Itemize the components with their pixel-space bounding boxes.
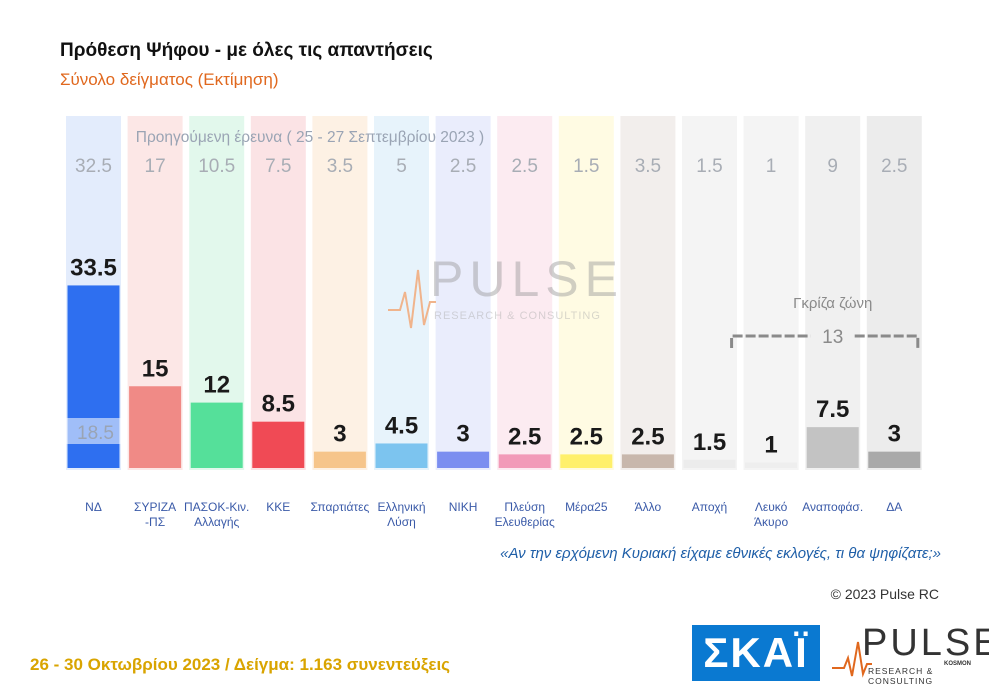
previous-value-9: 3.5 xyxy=(635,156,661,177)
category-label-2-1: Αλλαγής xyxy=(194,515,239,529)
category-label-3-0: ΚΚΕ xyxy=(266,500,290,514)
column-bg-9 xyxy=(620,116,676,470)
bar-8 xyxy=(560,454,613,468)
value-label-10: 1.5 xyxy=(693,429,726,456)
chart-subtitle: Σύνολο δείγματος (Εκτίμηση) xyxy=(60,70,279,89)
category-label-11-0: Λευκό xyxy=(755,500,788,514)
category-label-9-0: Άλλο xyxy=(635,500,662,514)
chart-title: Πρόθεση Ψήφου - με όλες τις απαντήσεις xyxy=(60,40,433,61)
inner-label-bg xyxy=(65,418,122,444)
value-label-11: 1 xyxy=(764,432,777,459)
grey-zone-bracket-left xyxy=(730,334,811,348)
previous-value-4: 3.5 xyxy=(327,156,353,177)
watermark-word: PULSE xyxy=(430,251,624,307)
category-label-2-0: ΠΑΣΟΚ-Κιν. xyxy=(184,500,249,514)
category-label-1-1: -ΠΣ xyxy=(145,515,165,529)
value-label-8: 2.5 xyxy=(570,423,603,450)
bar-6 xyxy=(437,451,490,468)
column-bg-12 xyxy=(805,116,861,470)
watermark-sub: RESEARCH & CONSULTING xyxy=(434,310,601,322)
category-label-0-0: ΝΔ xyxy=(85,500,102,514)
previous-value-2: 10.5 xyxy=(198,156,235,177)
pulse-logo: PULSE KOSMON RESEARCH & CONSULTING xyxy=(832,622,989,686)
value-label-0: 33.5 xyxy=(70,254,117,281)
category-label-12-0: Αναποφάσ. xyxy=(802,500,863,514)
column-bg-4 xyxy=(312,116,368,470)
column-bg-6 xyxy=(435,116,491,470)
value-label-2: 12 xyxy=(203,372,230,399)
pulse-heartbeat-icon xyxy=(832,641,872,678)
previous-value-7: 2.5 xyxy=(511,156,537,177)
previous-value-3: 7.5 xyxy=(265,156,291,177)
skai-logo: ΣΚΑΪ xyxy=(692,625,820,681)
column-bg-10 xyxy=(682,116,737,470)
survey-question: «Αν την ερχόμενη Κυριακή είχαμε εθνικές … xyxy=(500,545,941,562)
category-label-7-1: Ελευθερίας xyxy=(495,515,555,529)
grey-zone-label: Γκρίζα ζώνη xyxy=(793,295,872,312)
previous-value-12: 9 xyxy=(827,156,838,177)
previous-value-8: 1.5 xyxy=(573,156,599,177)
grey-zone-value: 13 xyxy=(822,327,843,348)
column-bg-11 xyxy=(743,116,799,470)
value-label-13: 3 xyxy=(888,421,901,448)
pulse-logo-word: PULSE xyxy=(862,622,989,664)
value-label-9: 2.5 xyxy=(631,423,664,450)
vote-intention-chart: Προηγούμενη έρευνα ( 25 - 27 Σεπτεμβρίου… xyxy=(65,116,922,529)
copyright-note: © 2023 Pulse RC xyxy=(830,586,939,602)
inner-label: 18.5 xyxy=(77,423,114,444)
value-label-5: 4.5 xyxy=(385,412,418,439)
value-label-7: 2.5 xyxy=(508,423,541,450)
bar-12 xyxy=(806,427,859,468)
bar-11 xyxy=(745,462,798,468)
pulse-logo-kosmon: KOSMON xyxy=(944,661,971,667)
bar-10 xyxy=(683,459,736,468)
column-bg-3 xyxy=(250,116,306,470)
column-bg-7 xyxy=(497,116,553,470)
category-label-11-1: Άκυρο xyxy=(754,515,788,529)
previous-value-10: 1.5 xyxy=(696,156,722,177)
bar-2 xyxy=(190,402,243,468)
pulse-logo-sub: RESEARCH & CONSULTING xyxy=(868,666,934,686)
category-label-5-1: Λύση xyxy=(387,515,416,529)
value-label-6: 3 xyxy=(456,421,469,448)
bar-13 xyxy=(868,451,921,468)
column-bg-8 xyxy=(558,116,614,470)
previous-value-6: 2.5 xyxy=(450,156,476,177)
bar-1 xyxy=(129,386,182,468)
watermark-heartbeat-icon xyxy=(388,269,436,329)
category-label-1-0: ΣΥΡΙΖΑ xyxy=(134,500,176,514)
bar-7 xyxy=(498,454,551,468)
category-label-5-0: Ελληνική xyxy=(377,500,425,514)
category-label-13-0: ΔΑ xyxy=(886,500,902,514)
previous-value-13: 2.5 xyxy=(881,156,907,177)
value-label-12: 7.5 xyxy=(816,396,849,423)
grey-zone-bracket-right xyxy=(854,334,920,348)
bar-9 xyxy=(621,454,674,468)
bar-4 xyxy=(313,451,366,468)
previous-value-5: 5 xyxy=(396,156,407,177)
column-bg-13 xyxy=(866,116,922,470)
value-label-4: 3 xyxy=(333,421,346,448)
previous-value-11: 1 xyxy=(766,156,777,177)
previous-survey-label: Προηγούμενη έρευνα ( 25 - 27 Σεπτεμβρίου… xyxy=(136,129,484,146)
category-label-10-0: Αποχή xyxy=(692,500,727,514)
category-label-6-0: ΝΙΚΗ xyxy=(449,500,478,514)
bar-3 xyxy=(252,421,305,468)
previous-value-1: 17 xyxy=(145,156,166,177)
category-label-4-0: Σπαρτιάτες xyxy=(311,500,370,514)
category-label-7-0: Πλεύση xyxy=(504,500,545,514)
bar-5 xyxy=(375,443,428,468)
value-label-3: 8.5 xyxy=(262,391,295,418)
previous-value-0: 32.5 xyxy=(75,156,112,177)
value-label-1: 15 xyxy=(142,355,169,382)
survey-dates-sample: 26 - 30 Οκτωβρίου 2023 / Δείγμα: 1.163 σ… xyxy=(30,655,451,674)
pulse-watermark: PULSE RESEARCH & CONSULTING xyxy=(390,250,630,330)
category-label-8-0: Μέρα25 xyxy=(565,500,608,514)
